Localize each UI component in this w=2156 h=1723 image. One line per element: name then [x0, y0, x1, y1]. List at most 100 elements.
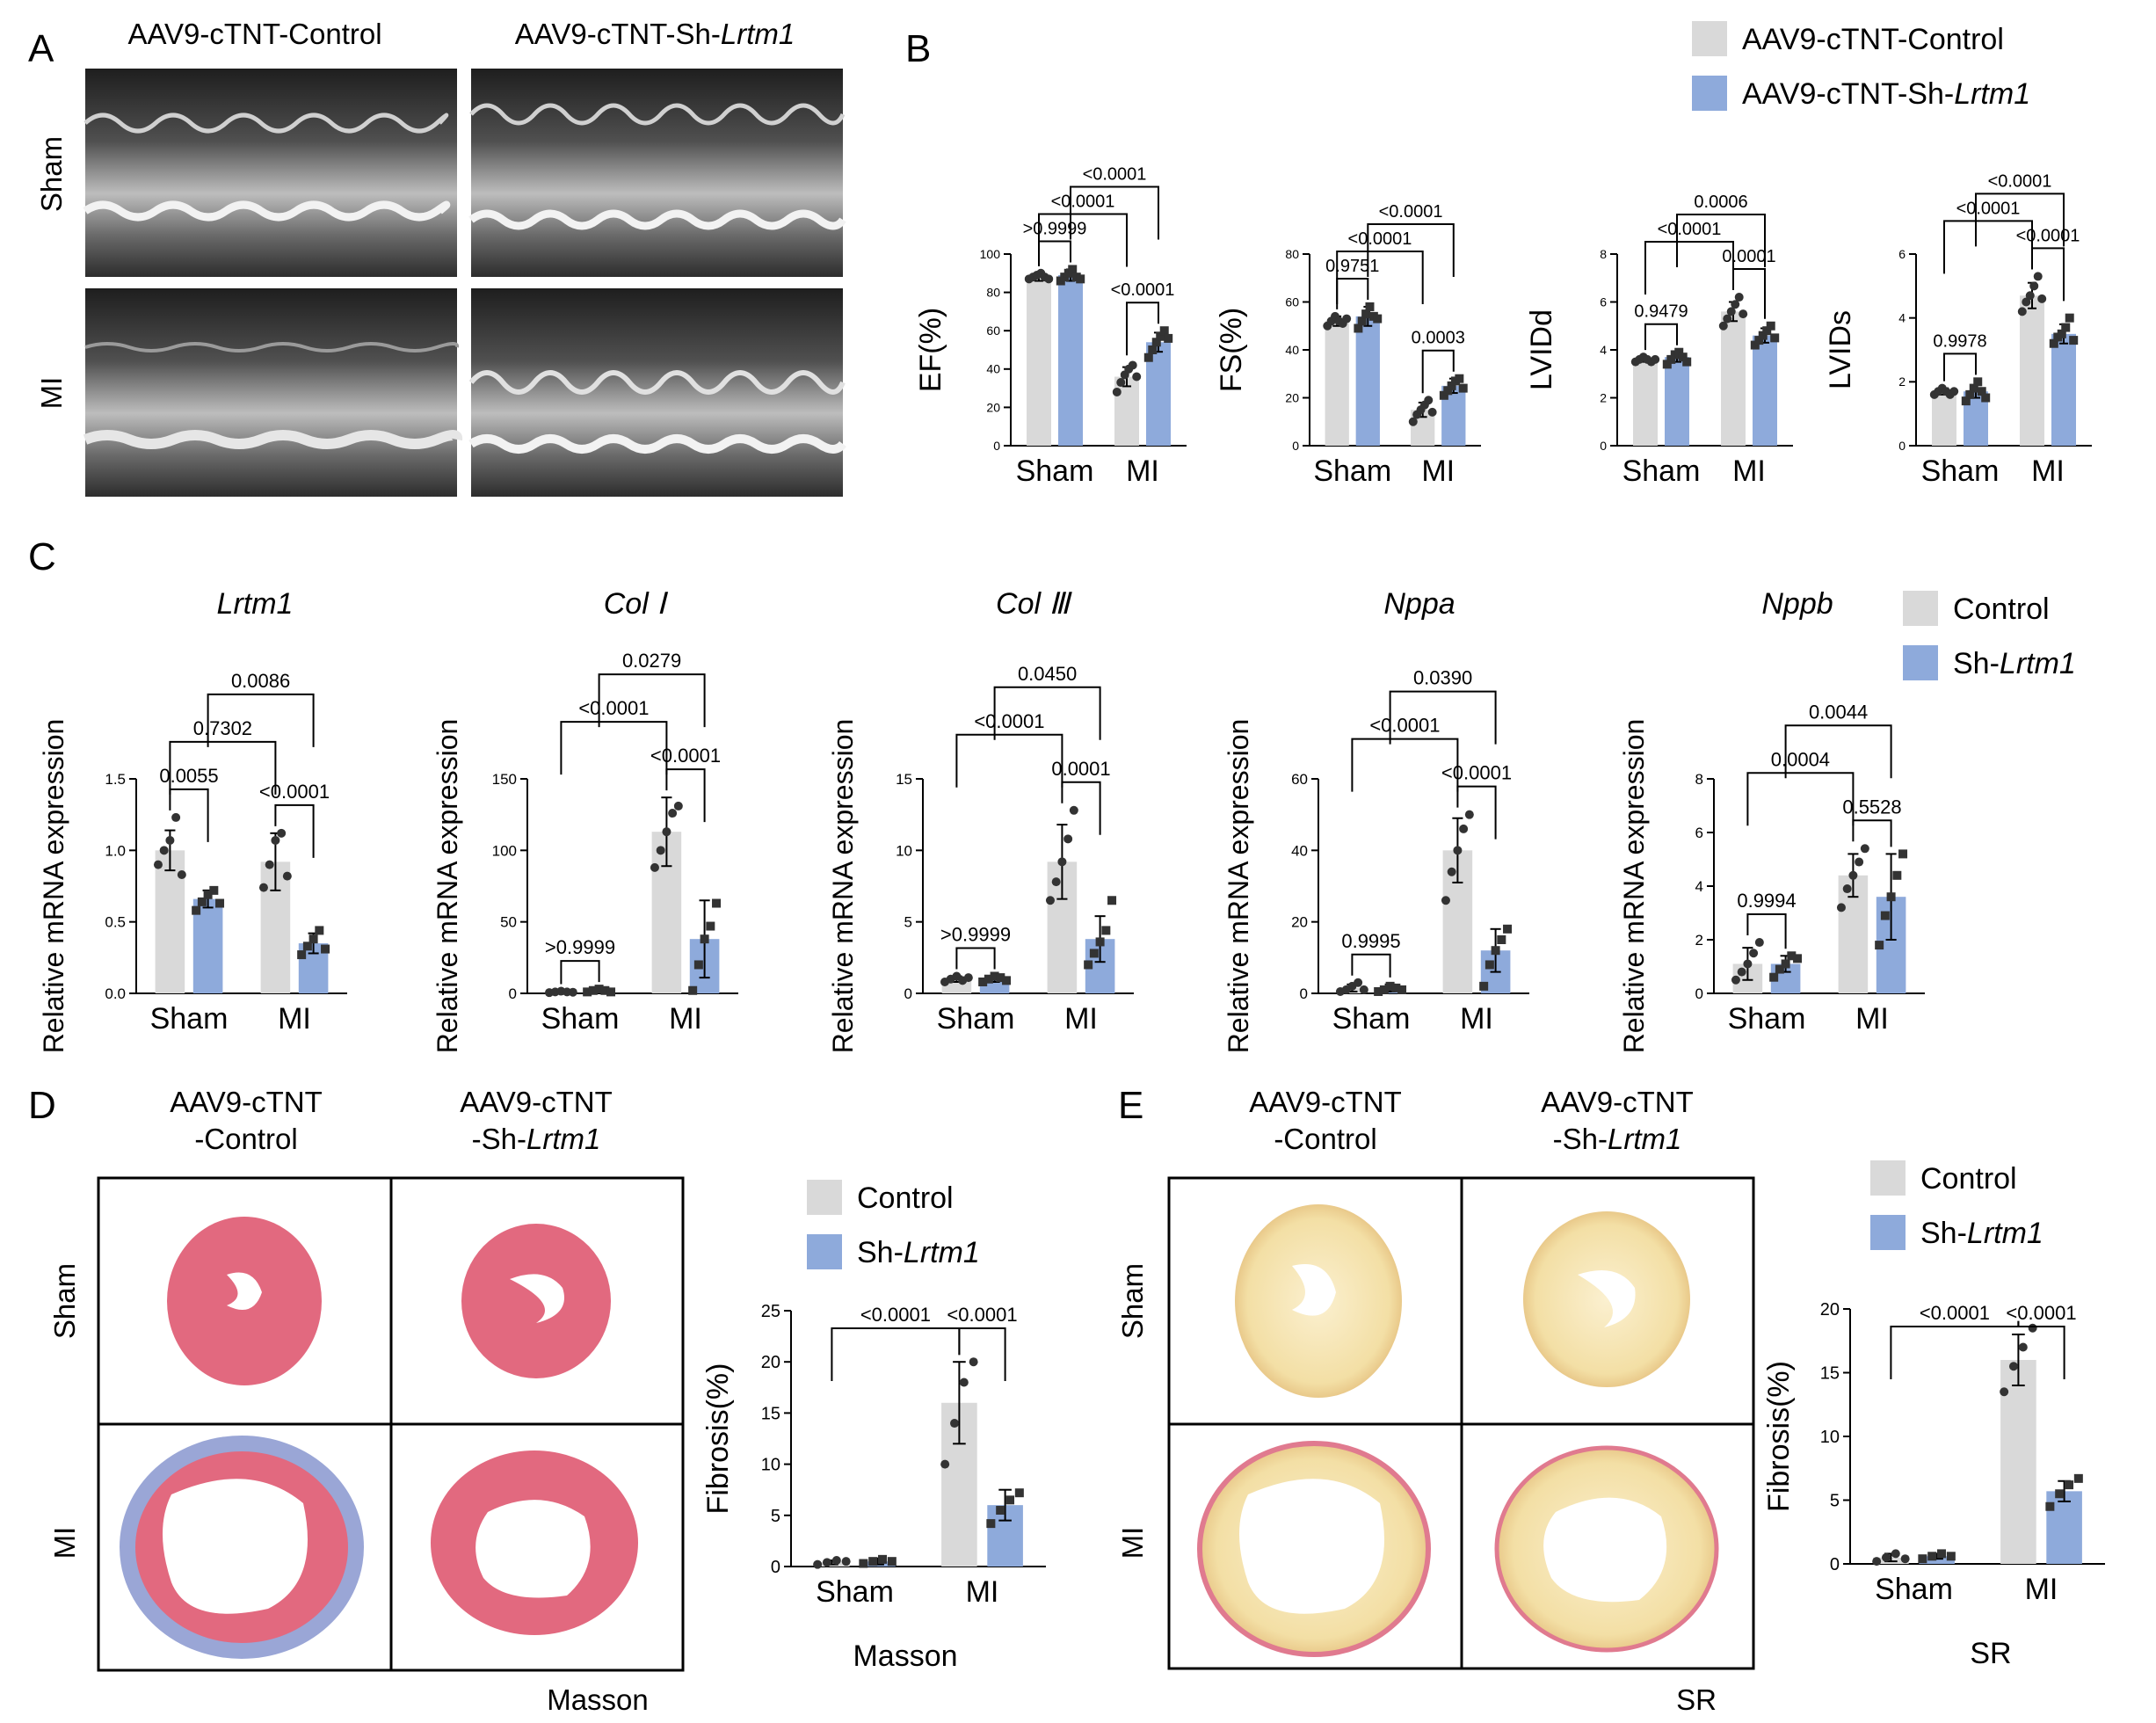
y-tick-label: 0 — [1898, 439, 1906, 453]
data-point — [2069, 336, 2079, 345]
y-tick-label: 1.0 — [105, 842, 126, 859]
data-point — [1927, 1552, 1937, 1561]
significance-bracket — [1746, 772, 1855, 826]
y-tick-label: 0.5 — [105, 914, 126, 931]
y-tick-label: 80 — [1285, 247, 1299, 261]
p-value-label: <0.0001 — [2016, 226, 2080, 245]
data-point — [171, 812, 181, 822]
chart-lvids: 0 2 4 6 LVIDs Sham MI 0.9978 <0.0001 <0.0001 <0.00… — [1824, 171, 2092, 488]
masson-stain-label: Masson — [547, 1683, 649, 1716]
data-point — [878, 1554, 888, 1564]
y-tick-label: 0 — [1600, 439, 1607, 453]
y-tick-label: 2 — [1600, 390, 1607, 404]
data-point — [2065, 313, 2074, 323]
y-tick-label: 0 — [1292, 439, 1299, 453]
legend-d-sh-swatch — [807, 1234, 842, 1269]
data-point — [568, 987, 577, 997]
sr-header-sh-prefix: -Sh- — [1553, 1123, 1608, 1155]
masson-mi-control-section — [120, 1436, 364, 1659]
data-point — [197, 897, 207, 906]
data-point — [1458, 383, 1468, 393]
x-category-label: MI — [1064, 1002, 1098, 1036]
p-value-label: 0.0004 — [1771, 748, 1830, 770]
p-value-label: >0.9999 — [940, 923, 1011, 945]
legend-d-sh-prefix: Sh- — [857, 1236, 904, 1269]
legend-e-sh-swatch — [1870, 1215, 1906, 1250]
significance-bracket — [1456, 785, 1497, 840]
x-category-label: MI — [2025, 1573, 2058, 1606]
y-tick-label: 60 — [986, 324, 1000, 338]
p-value-label: <0.0001 — [860, 1304, 931, 1326]
p-value-label: 0.0044 — [1809, 701, 1868, 723]
y-tick-label: 4 — [1600, 343, 1607, 357]
y-tick-label: 15 — [1820, 1364, 1840, 1384]
data-point — [1880, 911, 1890, 920]
p-value-label: 0.0279 — [622, 650, 681, 672]
significance-bracket — [1038, 240, 1071, 266]
data-point — [1408, 417, 1418, 426]
data-point — [1969, 383, 1978, 393]
sr-header-sh-2: -Sh-Lrtm1 — [1553, 1123, 1682, 1155]
y-tick-label: 15 — [896, 771, 912, 788]
data-point — [1361, 309, 1371, 319]
y-tick-label: 60 — [1291, 771, 1308, 788]
data-point — [1651, 354, 1660, 364]
y-tick-label: 6 — [1600, 294, 1607, 309]
data-point — [1148, 345, 1158, 354]
data-point — [1365, 302, 1375, 311]
data-point — [321, 944, 330, 954]
data-point — [1836, 903, 1846, 912]
data-point — [1005, 1495, 1015, 1505]
masson-header-sh-2: -Sh-Lrtm1 — [472, 1123, 601, 1155]
data-point — [1666, 354, 1676, 364]
data-point — [887, 1557, 897, 1567]
significance-bracket — [560, 721, 668, 775]
data-point — [1758, 331, 1768, 340]
data-point — [2073, 1473, 2083, 1483]
data-point — [1731, 300, 1740, 309]
data-point — [600, 985, 610, 995]
significance-bracket — [958, 1327, 1006, 1381]
data-point — [1749, 949, 1759, 958]
data-point — [1427, 407, 1437, 417]
y-tick-label: 20 — [761, 1353, 780, 1372]
chart-title: Nppb — [1761, 587, 1833, 621]
data-point — [650, 862, 659, 872]
y-tick-label: 0 — [993, 439, 1000, 453]
p-value-label: 0.5528 — [1842, 796, 1901, 818]
p-value-label: 0.9995 — [1341, 930, 1400, 952]
y-tick-label: 40 — [1291, 842, 1308, 859]
data-point — [1734, 293, 1744, 302]
data-point — [1743, 959, 1753, 969]
x-category-label: MI — [278, 1002, 311, 1036]
legend-e: Control Sh-Lrtm1 — [1870, 1160, 2043, 1250]
p-value-label: <0.0001 — [1083, 164, 1147, 184]
masson-header-sh-prefix: -Sh- — [472, 1123, 526, 1155]
y-tick-label: 60 — [1285, 294, 1299, 309]
chart-title: Lrtm1 — [217, 587, 294, 621]
y-tick-label: 10 — [896, 842, 912, 859]
data-point — [1057, 857, 1067, 867]
y-tick-label: 10 — [761, 1456, 780, 1475]
data-point — [192, 905, 201, 915]
bar — [1932, 391, 1956, 446]
data-point — [302, 941, 312, 951]
data-point — [1750, 340, 1760, 350]
data-point — [822, 1558, 831, 1567]
p-value-label: >0.9999 — [545, 936, 615, 958]
data-point — [271, 835, 280, 845]
legend-d-sh-label: Sh-Lrtm1 — [857, 1236, 980, 1269]
bar — [1721, 311, 1746, 446]
legend-b-control-label: AAV9-cTNT-Control — [1742, 23, 2004, 56]
y-tick-label: 4 — [1695, 878, 1703, 895]
data-point — [1855, 857, 1864, 867]
legend-b-sh-prefix: AAV9-cTNT-Sh- — [1742, 77, 1954, 111]
sr-header-sh-gene: Lrtm1 — [1608, 1123, 1681, 1155]
data-point — [1397, 985, 1407, 994]
p-value-label: <0.0001 — [578, 697, 649, 719]
legend-e-sh-prefix: Sh- — [1920, 1217, 1967, 1250]
significance-bracket — [2017, 1320, 2065, 1379]
data-point — [1373, 314, 1383, 324]
legend-e-sh-gene: Lrtm1 — [1967, 1217, 2043, 1250]
p-value-label: <0.0001 — [1369, 715, 1440, 737]
